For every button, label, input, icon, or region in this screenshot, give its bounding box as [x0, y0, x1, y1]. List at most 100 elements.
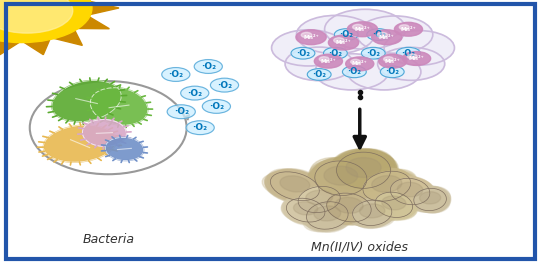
- Ellipse shape: [315, 161, 367, 196]
- Text: Bacteria: Bacteria: [82, 233, 134, 246]
- Text: Mn²⁺: Mn²⁺: [379, 35, 395, 40]
- Ellipse shape: [364, 169, 411, 200]
- Ellipse shape: [300, 187, 345, 215]
- Ellipse shape: [306, 203, 351, 232]
- Ellipse shape: [342, 151, 397, 190]
- Ellipse shape: [267, 169, 315, 200]
- Ellipse shape: [388, 180, 431, 207]
- Ellipse shape: [307, 199, 349, 228]
- Ellipse shape: [309, 201, 353, 229]
- Ellipse shape: [410, 188, 444, 211]
- Ellipse shape: [354, 201, 397, 226]
- Ellipse shape: [267, 169, 318, 200]
- Ellipse shape: [393, 178, 434, 206]
- Circle shape: [367, 29, 391, 40]
- Ellipse shape: [270, 174, 321, 202]
- Ellipse shape: [308, 202, 351, 232]
- Ellipse shape: [308, 202, 354, 230]
- Ellipse shape: [378, 193, 416, 219]
- Ellipse shape: [295, 187, 338, 215]
- Text: ·O₂: ·O₂: [201, 62, 216, 71]
- Ellipse shape: [415, 186, 448, 210]
- Ellipse shape: [350, 198, 393, 224]
- Ellipse shape: [266, 173, 319, 203]
- Ellipse shape: [417, 187, 450, 211]
- Ellipse shape: [313, 158, 367, 193]
- Ellipse shape: [330, 152, 386, 190]
- Ellipse shape: [358, 171, 408, 204]
- Text: Mn²⁺: Mn²⁺: [400, 27, 417, 32]
- Ellipse shape: [293, 185, 342, 211]
- Circle shape: [315, 54, 388, 90]
- Ellipse shape: [354, 200, 396, 228]
- Ellipse shape: [325, 195, 372, 224]
- Ellipse shape: [274, 171, 325, 201]
- Ellipse shape: [317, 162, 373, 198]
- Ellipse shape: [337, 152, 391, 188]
- Ellipse shape: [313, 163, 366, 198]
- Circle shape: [285, 47, 353, 81]
- Ellipse shape: [265, 171, 315, 202]
- Polygon shape: [51, 28, 82, 45]
- Ellipse shape: [289, 197, 329, 223]
- Ellipse shape: [298, 186, 340, 213]
- Text: Mn²⁺: Mn²⁺: [354, 27, 371, 32]
- Ellipse shape: [268, 170, 323, 198]
- Ellipse shape: [321, 193, 368, 223]
- Ellipse shape: [411, 186, 446, 210]
- Text: Mn²⁺: Mn²⁺: [320, 59, 337, 64]
- Polygon shape: [0, 38, 22, 55]
- Ellipse shape: [331, 193, 376, 222]
- Ellipse shape: [296, 187, 341, 215]
- Ellipse shape: [322, 191, 369, 221]
- Ellipse shape: [351, 202, 392, 227]
- Circle shape: [167, 105, 195, 119]
- Ellipse shape: [340, 153, 398, 190]
- Polygon shape: [74, 15, 109, 29]
- Ellipse shape: [370, 191, 411, 217]
- Ellipse shape: [330, 194, 377, 223]
- Text: ·O₂: ·O₂: [174, 107, 189, 116]
- Circle shape: [394, 22, 423, 36]
- Ellipse shape: [314, 163, 373, 198]
- Ellipse shape: [306, 190, 333, 205]
- Ellipse shape: [299, 188, 341, 215]
- Ellipse shape: [365, 170, 417, 201]
- Ellipse shape: [412, 187, 447, 209]
- Ellipse shape: [337, 154, 396, 192]
- Ellipse shape: [334, 155, 391, 191]
- Ellipse shape: [302, 202, 345, 229]
- Ellipse shape: [411, 187, 445, 210]
- Ellipse shape: [336, 154, 393, 193]
- Circle shape: [0, 0, 92, 43]
- Ellipse shape: [382, 196, 406, 210]
- Ellipse shape: [328, 194, 377, 223]
- Circle shape: [380, 66, 404, 78]
- Ellipse shape: [414, 188, 446, 211]
- Ellipse shape: [372, 176, 402, 192]
- Ellipse shape: [329, 151, 386, 189]
- Text: Mn²⁺: Mn²⁺: [335, 40, 352, 45]
- Ellipse shape: [354, 198, 396, 225]
- Circle shape: [325, 9, 406, 49]
- Circle shape: [181, 86, 209, 100]
- Text: ·O₂: ·O₂: [312, 70, 326, 79]
- Ellipse shape: [309, 159, 361, 197]
- Circle shape: [407, 54, 417, 59]
- Ellipse shape: [295, 187, 340, 215]
- Ellipse shape: [328, 191, 377, 221]
- Ellipse shape: [310, 159, 364, 194]
- Circle shape: [291, 47, 315, 59]
- Ellipse shape: [363, 171, 411, 201]
- Ellipse shape: [339, 150, 397, 187]
- Ellipse shape: [290, 197, 328, 222]
- Ellipse shape: [391, 179, 431, 208]
- Circle shape: [342, 66, 366, 78]
- Ellipse shape: [320, 195, 372, 223]
- Ellipse shape: [365, 171, 416, 204]
- Ellipse shape: [314, 206, 341, 221]
- Ellipse shape: [269, 170, 325, 199]
- Ellipse shape: [332, 153, 390, 193]
- Ellipse shape: [393, 177, 433, 204]
- Ellipse shape: [270, 172, 319, 201]
